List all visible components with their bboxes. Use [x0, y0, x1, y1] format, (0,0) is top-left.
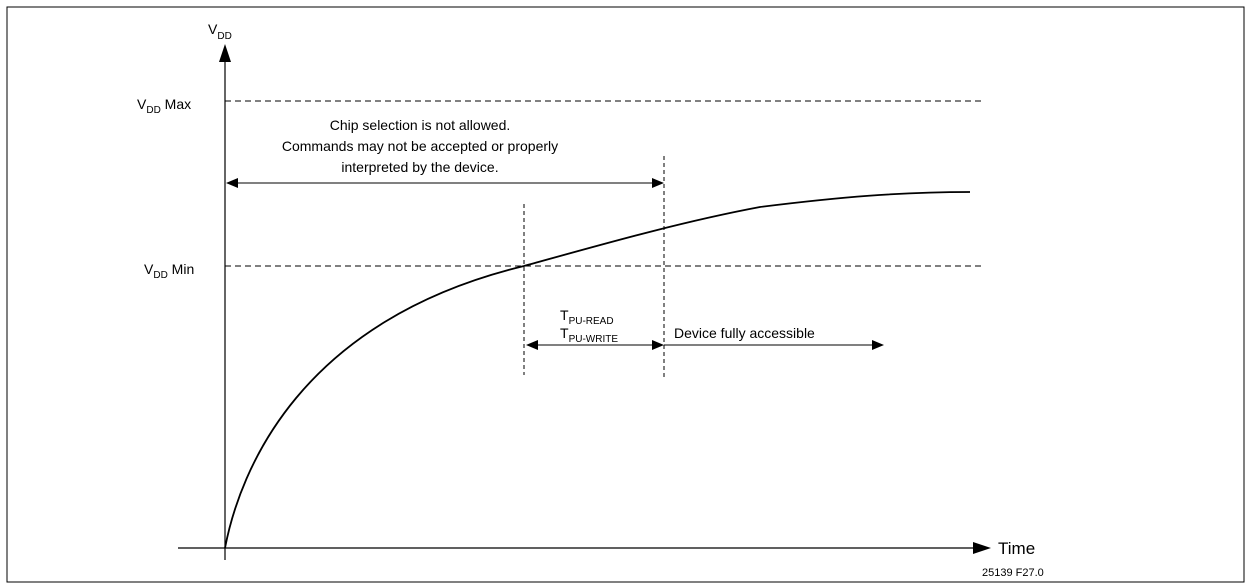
- tpu-span-left-arrowhead: [526, 340, 538, 350]
- not-allowed-span-right-arrowhead: [652, 178, 664, 188]
- accessible-label: Device fully accessible: [674, 325, 815, 341]
- figure-id: 25139 F27.0: [982, 567, 1044, 579]
- tpu-write-label: TPU-WRITE: [560, 325, 618, 345]
- vdd-rise-curve: [224, 191, 971, 549]
- x-axis-arrowhead: [973, 542, 991, 554]
- y-axis-label: VDD: [208, 21, 232, 42]
- vdd-max-label: VDD Max: [137, 96, 191, 116]
- tpu-read-label: TPU-READ: [560, 307, 614, 327]
- note-line-2: Commands may not be accepted or properly: [282, 138, 558, 154]
- note-line-1: Chip selection is not allowed.: [330, 117, 511, 133]
- note-line-3: interpreted by the device.: [341, 159, 498, 175]
- diagram-frame: [6, 6, 1245, 583]
- not-allowed-span-left-arrowhead: [226, 178, 238, 188]
- x-axis-label: Time: [998, 539, 1035, 558]
- y-axis-arrowhead: [219, 44, 231, 62]
- tpu-span-right-arrowhead: [652, 340, 664, 350]
- vdd-min-label: VDD Min: [144, 261, 194, 281]
- accessible-span-arrowhead: [872, 340, 884, 350]
